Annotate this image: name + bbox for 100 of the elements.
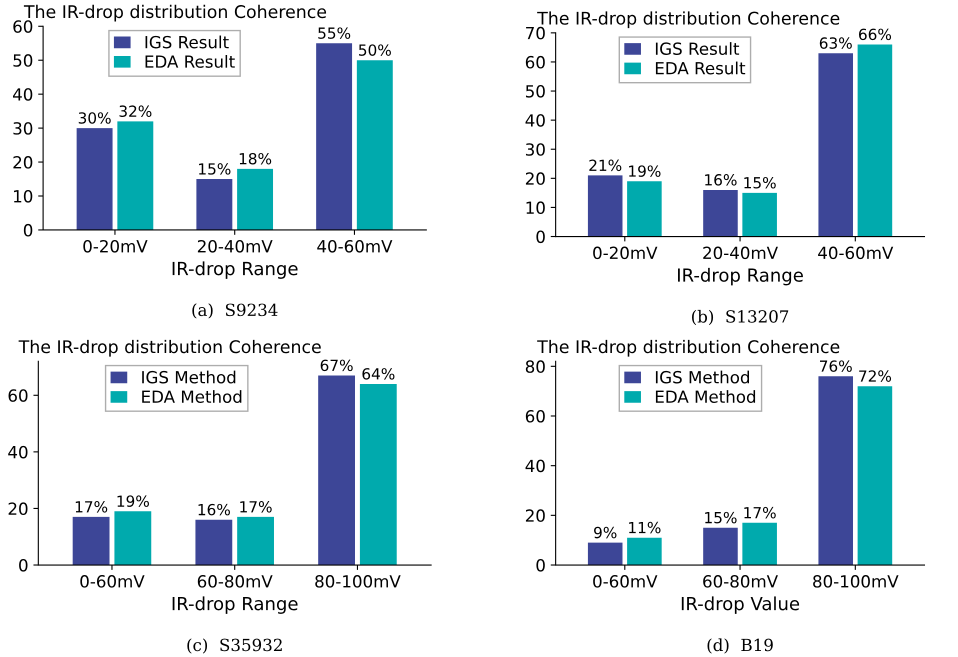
y-tick-label: 60 — [8, 389, 28, 402]
x-tick-label: 80-100mV — [315, 575, 401, 588]
text: (a) S9234 — [192, 303, 278, 319]
text: (c) S35932 — [187, 638, 282, 654]
bar — [742, 522, 777, 566]
y-tick-label: 50 — [526, 85, 545, 98]
y-tick-label: 60 — [13, 20, 32, 33]
bar — [76, 128, 113, 230]
legend-label: EDA Method — [656, 390, 756, 403]
x-tick-label: 0-60mV — [593, 575, 658, 588]
bar — [318, 375, 355, 566]
text: (d) B19 — [708, 638, 773, 654]
legend-label: IGS Method — [142, 370, 236, 384]
y-tick-label: 20 — [13, 156, 32, 169]
bar — [703, 528, 738, 566]
y-tick-label: 40 — [8, 446, 28, 458]
data-label: 66% — [858, 28, 892, 40]
bar — [858, 44, 892, 237]
y-tick-label: 80 — [526, 360, 545, 373]
data-label: 15% — [744, 176, 776, 189]
data-label: 11% — [629, 522, 661, 534]
y-tick-label: 50 — [13, 54, 32, 67]
data-label: 15% — [705, 512, 737, 524]
bar — [356, 60, 393, 230]
data-label: 19% — [629, 165, 661, 177]
y-tick-label: 40 — [526, 460, 545, 472]
bar — [858, 386, 892, 566]
y-tick-label: 60 — [526, 56, 545, 69]
bar — [237, 168, 274, 230]
data-label: 55% — [318, 27, 350, 39]
x-tick-label: 20-40mV — [198, 240, 273, 253]
legend-label: EDA Method — [142, 390, 242, 403]
x-tick-label: 60-80mV — [703, 575, 778, 588]
bar — [742, 192, 777, 237]
legend-label: IGS Result — [146, 36, 229, 48]
bar — [72, 516, 110, 566]
y-tick-label: 40 — [526, 114, 545, 127]
data-label: 19% — [118, 495, 149, 507]
x-tick-label: 20-40mV — [703, 246, 778, 260]
y-tick-label: 10 — [526, 201, 545, 214]
data-label: 67% — [320, 360, 353, 372]
y-tick-label: 0 — [536, 230, 545, 244]
y-tick-label: 0 — [24, 224, 32, 237]
legend-label: EDA Result — [146, 55, 235, 68]
data-label: 72% — [859, 370, 892, 382]
data-label: 21% — [589, 160, 622, 172]
bar — [195, 520, 232, 566]
x-axis-title: IR-drop Range — [172, 261, 298, 279]
legend-label: IGS Result — [656, 42, 740, 56]
bar — [237, 516, 274, 566]
bar — [627, 538, 662, 566]
bar — [117, 121, 154, 230]
bar — [114, 511, 152, 566]
x-tick-label: 0-20mV — [83, 240, 148, 253]
x-tick-label: 40-60mV — [317, 240, 392, 253]
bar — [627, 181, 662, 237]
legend-label: EDA Result — [656, 62, 746, 74]
data-label: 15% — [199, 163, 230, 175]
y-tick-label: 20 — [526, 172, 545, 185]
legend-label: IGS Method — [656, 370, 749, 384]
data-label: 50% — [359, 44, 391, 56]
y-tick-label: 0 — [536, 558, 545, 572]
bar — [316, 43, 352, 230]
x-tick-label: 60-80mV — [198, 575, 273, 588]
data-label: 30% — [78, 112, 111, 124]
chart-title: The IR-drop distribution Coherence — [18, 340, 321, 357]
y-tick-label: 10 — [14, 190, 32, 203]
y-tick-label: 20 — [8, 502, 28, 516]
y-tick-label: 40 — [12, 88, 32, 101]
data-label: 76% — [820, 360, 852, 372]
data-label: 63% — [820, 37, 852, 49]
bar — [588, 542, 622, 566]
y-tick-label: 20 — [526, 509, 545, 522]
x-axis-title: IR-drop Range — [172, 596, 298, 614]
data-label: 64% — [362, 368, 394, 380]
bar — [703, 190, 738, 237]
bar — [588, 175, 622, 237]
y-tick-label: 60 — [526, 410, 545, 423]
x-tick-label: 80-100mV — [813, 575, 899, 588]
bar — [196, 179, 232, 230]
x-tick-label: 0-60mV — [80, 575, 145, 588]
y-tick-label: 30 — [13, 122, 32, 135]
data-label: 18% — [240, 152, 272, 164]
chart-title: The IR-drop distribution Coherence — [537, 340, 840, 357]
bar — [818, 376, 854, 566]
data-label: 17% — [744, 506, 776, 518]
x-axis-title: IR-drop Value — [682, 596, 800, 614]
bar — [360, 384, 397, 566]
data-label: 16% — [705, 174, 737, 186]
x-tick-label: 0-20mV — [593, 246, 658, 260]
data-label: 17% — [240, 501, 272, 513]
text: (b) S13207 — [692, 310, 788, 326]
y-tick-label: 70 — [526, 26, 545, 40]
data-label: 32% — [120, 105, 152, 117]
bar — [818, 53, 854, 237]
data-label: 16% — [198, 504, 230, 516]
y-tick-label: 0 — [19, 558, 28, 572]
x-tick-label: 40-60mV — [818, 246, 894, 260]
x-axis-title: IR-drop Range — [678, 268, 803, 286]
data-label: 17% — [76, 501, 108, 513]
